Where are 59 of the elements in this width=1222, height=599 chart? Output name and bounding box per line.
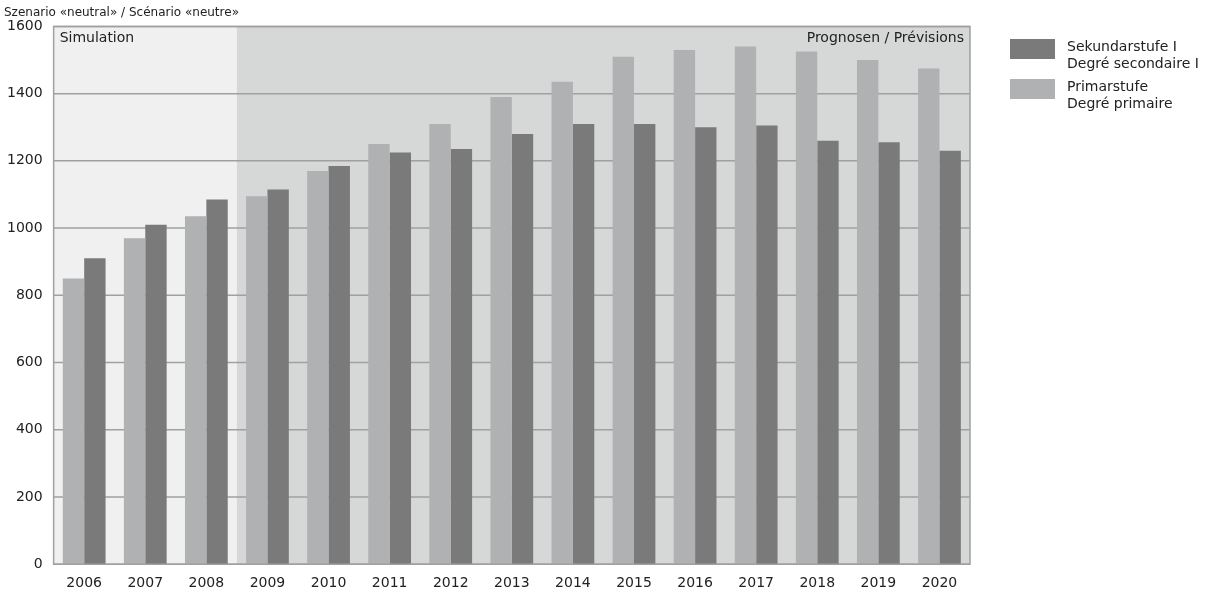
x-tick-label: 2017 xyxy=(738,574,774,591)
x-tick-label: 2007 xyxy=(127,574,164,591)
bar xyxy=(123,238,146,565)
bar xyxy=(878,142,900,565)
y-tick-label: 200 xyxy=(15,487,43,504)
bar xyxy=(795,51,818,565)
bar xyxy=(856,60,879,565)
x-tick-label: 2019 xyxy=(860,574,897,591)
x-tick-label: 2018 xyxy=(799,574,836,591)
legend-label: Sekundarstufe I Degré secondaire I xyxy=(1067,38,1199,72)
y-tick-label: 1200 xyxy=(6,151,43,168)
bar xyxy=(634,123,656,565)
bar xyxy=(918,68,940,565)
y-tick-label: 600 xyxy=(15,353,43,370)
y-tick-label: 1600 xyxy=(6,17,43,34)
bar xyxy=(62,278,85,565)
bar xyxy=(145,224,167,565)
bar xyxy=(389,152,412,565)
bar xyxy=(551,81,573,565)
bar xyxy=(673,49,696,565)
bar xyxy=(939,150,961,565)
bar xyxy=(184,216,207,565)
bar xyxy=(511,133,534,565)
y-tick-label: 1000 xyxy=(6,218,43,235)
bar xyxy=(206,199,228,565)
bar xyxy=(756,125,778,565)
x-tick-label: 2014 xyxy=(555,574,591,591)
x-tick-label: 2016 xyxy=(677,574,713,591)
x-tick-label: 2006 xyxy=(66,574,103,591)
bar xyxy=(572,123,595,565)
y-tick-label: 400 xyxy=(15,420,43,437)
bar xyxy=(490,96,512,565)
y-tick-label: 800 xyxy=(15,285,43,302)
bar xyxy=(695,127,717,565)
bar xyxy=(84,258,106,565)
x-tick-label: 2012 xyxy=(432,574,469,591)
band-label: Prognosen / Prévisions xyxy=(806,29,964,46)
legend-label: Primarstufe Degré primaire xyxy=(1067,78,1173,112)
bar xyxy=(368,144,390,565)
chart-title: Szenario «neutral» / Scénario «neutre» xyxy=(4,5,239,20)
bar xyxy=(267,189,289,565)
bar xyxy=(612,56,634,565)
bar xyxy=(307,170,329,565)
band-label: Simulation xyxy=(59,29,135,46)
bar xyxy=(429,123,451,565)
x-tick-label: 2010 xyxy=(310,574,347,591)
bar xyxy=(817,140,839,565)
bar xyxy=(734,46,757,565)
bar xyxy=(450,149,473,565)
x-tick-label: 2008 xyxy=(188,574,225,591)
x-tick-label: 2013 xyxy=(493,574,530,591)
x-tick-label: 2009 xyxy=(249,574,286,591)
bar xyxy=(246,196,268,565)
y-tick-label: 0 xyxy=(33,554,43,571)
bar xyxy=(328,165,350,565)
x-tick-label: 2020 xyxy=(921,574,958,591)
x-tick-label: 2015 xyxy=(616,574,652,591)
x-tick-label: 2011 xyxy=(371,574,408,591)
y-tick-label: 1400 xyxy=(6,84,43,101)
